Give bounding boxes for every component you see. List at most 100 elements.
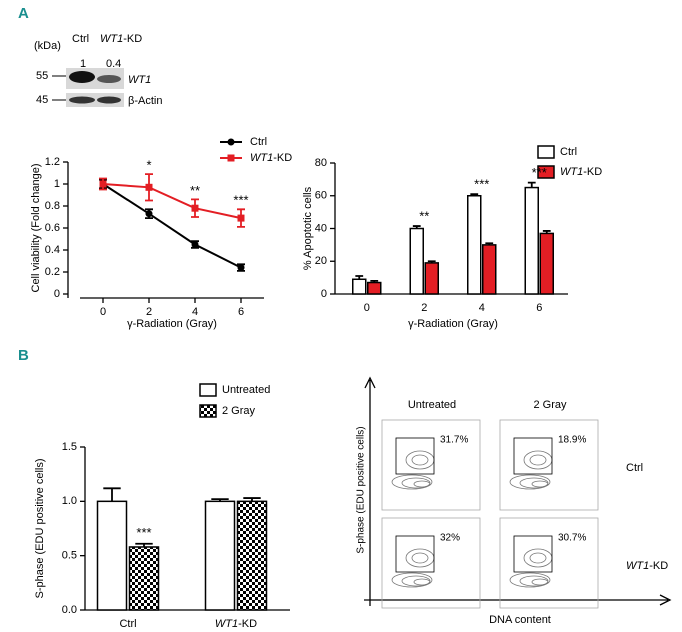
x-tick-label: 4 [479,302,485,314]
x-tick-label: 0 [364,302,370,314]
y-tick-label: 60 [315,190,327,202]
legend-marker [227,138,235,146]
legend-label: Ctrl [560,146,577,158]
error-bar [527,181,536,188]
y-tick-label: 0.6 [45,222,60,234]
x-axis-label: γ-Radiation (Gray) [408,318,498,330]
gate-percent: 31.7% [440,435,468,446]
column-label: Untreated [408,399,456,411]
x-tick-label: 0 [100,306,106,318]
contour [509,474,551,490]
marker: 45 [36,94,48,106]
contour [405,450,435,470]
row-label: Ctrl [626,462,643,474]
legend-marker [227,154,235,162]
lane-label: WT1-KD [100,33,142,45]
band [69,71,95,83]
significance: * [146,158,151,173]
y-tick-label: 0.2 [45,266,60,278]
line [102,183,242,220]
y-tick-label: 1 [54,178,60,190]
significance: ** [190,183,200,198]
x-tick-label: 6 [238,306,244,318]
legend-label: Untreated [222,384,270,396]
significance: *** [532,165,547,180]
y-tick-label: 1.5 [62,441,77,453]
y-axis-label: Cell viability (Fold change) [30,164,42,293]
y-tick-label: 80 [315,157,327,169]
x-axis-label: γ-Radiation (Gray) [127,318,217,330]
ratio: 1 [80,58,86,70]
contour [391,572,433,588]
gate [513,437,553,475]
significance: *** [474,177,489,192]
band [97,96,121,104]
line [102,183,242,269]
contour [411,552,429,564]
y-tick-label: 0 [54,288,60,300]
bar [409,227,424,295]
bar [96,500,128,611]
band-label: β-Actin [128,95,162,107]
bar [424,262,439,295]
panel-label: B [18,347,29,364]
y-tick-label: 1.0 [62,495,77,507]
legend-label: WT1-KD [560,166,602,178]
point [145,210,153,218]
flow-axes [364,376,672,606]
error-bar [103,487,121,502]
y-tick-label: 0.0 [62,604,77,616]
bar [204,500,236,611]
contour [411,454,429,466]
y-tick-label: 0.5 [62,550,77,562]
point [191,241,199,248]
marker: 55 [36,70,48,82]
gate [395,535,435,573]
contour [413,578,431,586]
lane-label: Ctrl [72,33,89,45]
contour [529,454,547,466]
plot-frame [499,517,599,609]
y-tick-label: 40 [315,222,327,234]
legend-swatch [537,165,555,179]
contour [413,480,431,488]
contour [509,572,551,588]
y-tick-label: 20 [315,255,327,267]
gate-percent: 30.7% [558,533,586,544]
y-tick-label: 1.2 [45,156,60,168]
legend-swatch [537,145,555,159]
x-tick-label: 2 [146,306,152,318]
plot-frame [381,419,481,511]
contour [523,450,553,470]
plot-frame [381,517,481,609]
bar [352,278,367,295]
legend-swatch [199,404,217,418]
contour [523,548,553,568]
bar [539,232,554,295]
bar [128,546,160,611]
legend-swatch [199,383,217,397]
x-tick-label: 2 [421,302,427,314]
y-axis-label: S-phase (EDU positive cells) [34,459,46,599]
bar [367,281,382,295]
panel-label: A [18,5,29,22]
x-tick-label: 4 [192,306,198,318]
band [97,75,121,83]
ratio: 0.4 [106,58,121,70]
bar [524,186,539,295]
flow-x-label: DNA content [489,614,551,626]
x-tick-label: 6 [536,302,542,314]
contour [529,552,547,564]
legend-label: WT1-KD [250,152,292,164]
column-label: 2 Gray [533,399,567,411]
blot-unit: (kDa) [34,40,61,52]
plot-frame [499,419,599,511]
legend-label: Ctrl [250,136,267,148]
y-tick-label: 0.8 [45,200,60,212]
point [145,183,153,191]
gate [513,535,553,573]
band [69,96,95,104]
x-tick-label: Ctrl [119,618,136,630]
flow-y-label: S-phase (EDU positive cells) [356,426,367,553]
